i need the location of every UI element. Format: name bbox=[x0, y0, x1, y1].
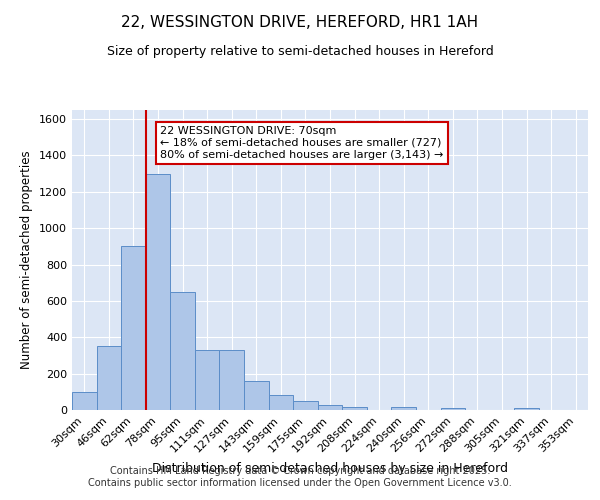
Text: Size of property relative to semi-detached houses in Hereford: Size of property relative to semi-detach… bbox=[107, 45, 493, 58]
Bar bbox=[318, 406, 342, 410]
Bar bbox=[195, 350, 220, 410]
Bar bbox=[170, 292, 195, 410]
Text: 22 WESSINGTON DRIVE: 70sqm
← 18% of semi-detached houses are smaller (727)
80% o: 22 WESSINGTON DRIVE: 70sqm ← 18% of semi… bbox=[160, 126, 444, 160]
Bar bbox=[440, 408, 465, 410]
Bar bbox=[293, 401, 318, 410]
Text: Contains HM Land Registry data © Crown copyright and database right 2025.
Contai: Contains HM Land Registry data © Crown c… bbox=[88, 466, 512, 487]
Bar bbox=[514, 408, 539, 410]
Bar bbox=[97, 346, 121, 410]
Bar bbox=[269, 396, 293, 410]
Bar bbox=[244, 381, 269, 410]
Bar bbox=[146, 174, 170, 410]
Bar bbox=[342, 408, 367, 410]
Bar bbox=[121, 246, 146, 410]
Bar bbox=[391, 408, 416, 410]
X-axis label: Distribution of semi-detached houses by size in Hereford: Distribution of semi-detached houses by … bbox=[152, 462, 508, 475]
Bar bbox=[72, 392, 97, 410]
Text: 22, WESSINGTON DRIVE, HEREFORD, HR1 1AH: 22, WESSINGTON DRIVE, HEREFORD, HR1 1AH bbox=[121, 15, 479, 30]
Bar bbox=[220, 350, 244, 410]
Y-axis label: Number of semi-detached properties: Number of semi-detached properties bbox=[20, 150, 34, 370]
